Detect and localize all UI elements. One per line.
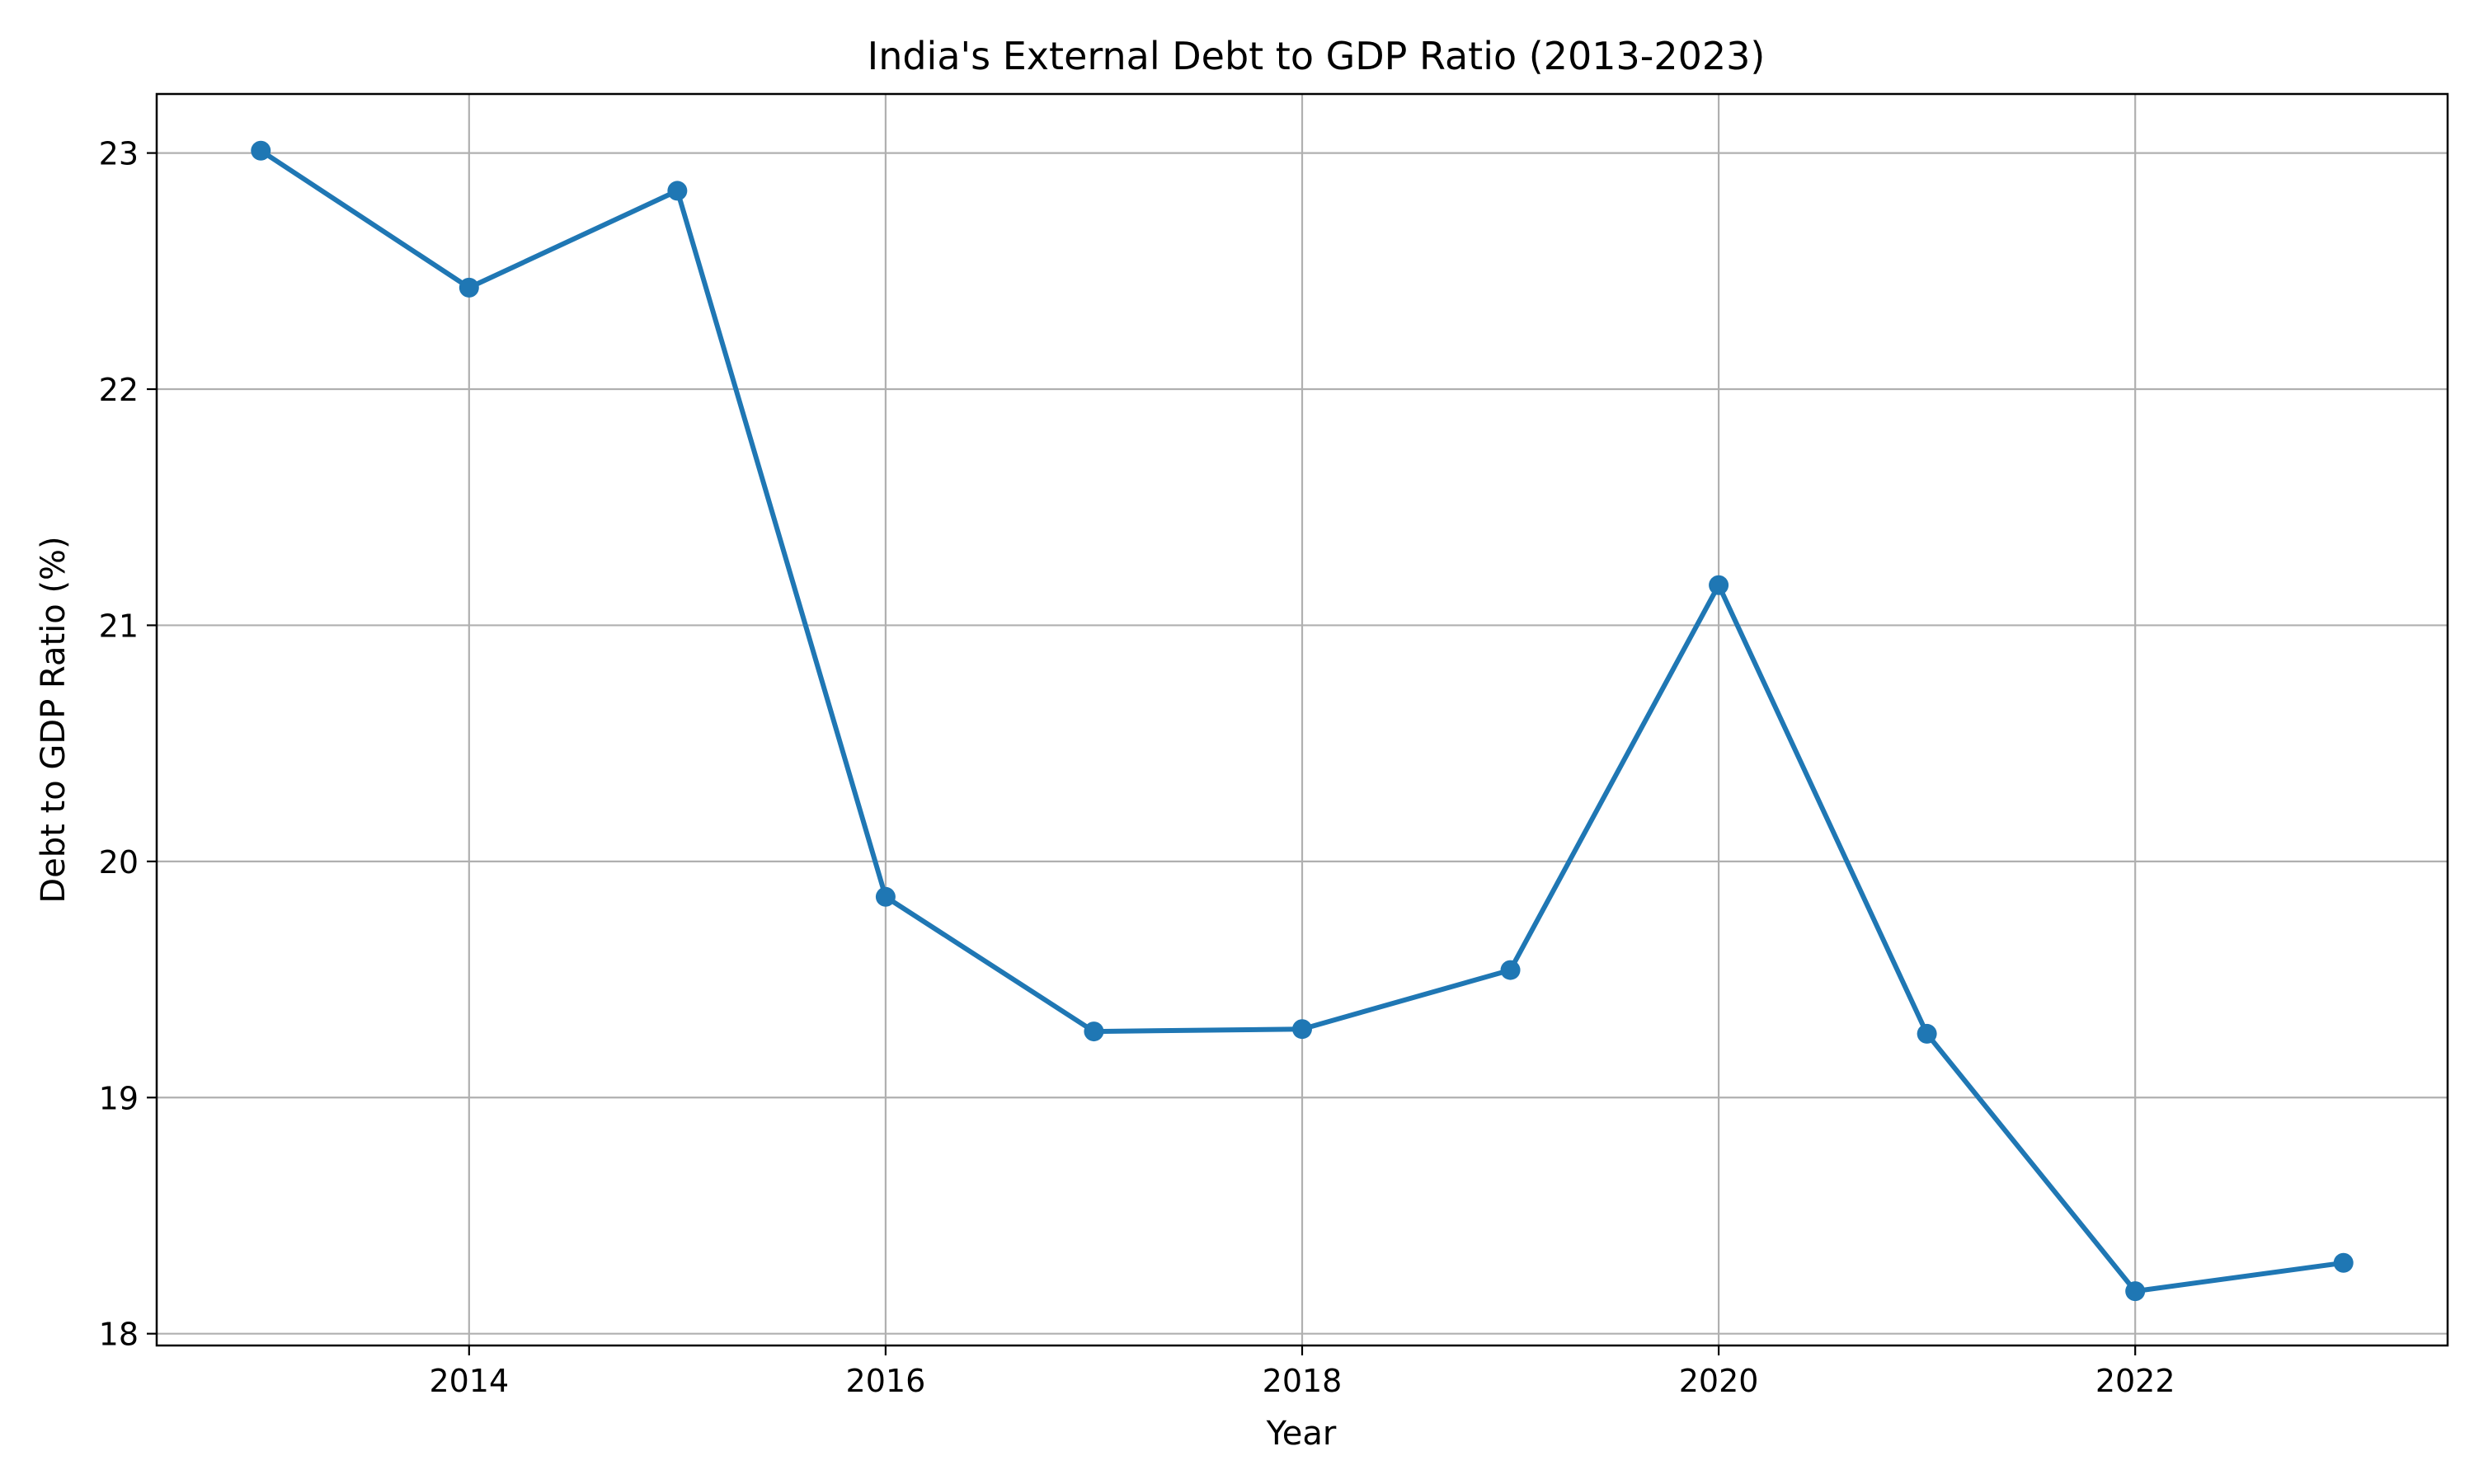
- x-ticks: 2014 2016 2018 2020 2022: [429, 1345, 2175, 1399]
- y-tick-label: 20: [99, 844, 139, 881]
- y-tick-label: 19: [99, 1080, 139, 1116]
- y-tick-label: 23: [99, 136, 139, 172]
- y-ticks: 18 19 20 21 22 23: [99, 136, 157, 1353]
- data-point: [251, 140, 271, 161]
- data-point: [667, 181, 688, 201]
- y-axis-label: Debt to GDP Ratio (%): [35, 536, 73, 903]
- data-point: [459, 277, 479, 298]
- y-tick-label: 18: [99, 1317, 139, 1353]
- data-point: [1292, 1019, 1312, 1040]
- data-point: [875, 886, 896, 907]
- data-point: [2333, 1252, 2354, 1273]
- x-tick-label: 2016: [846, 1363, 926, 1399]
- data-point: [1917, 1023, 1937, 1044]
- x-tick-label: 2018: [1263, 1363, 1343, 1399]
- chart-title: India's External Debt to GDP Ratio (2013…: [868, 34, 1766, 78]
- data-point: [1500, 960, 1521, 980]
- data-point: [1084, 1021, 1104, 1042]
- data-point: [1709, 575, 1729, 595]
- data-point: [2125, 1281, 2146, 1302]
- grid-lines: [157, 94, 2448, 1345]
- y-tick-label: 21: [99, 608, 139, 644]
- series-layer: [251, 140, 2354, 1302]
- x-tick-label: 2014: [429, 1363, 509, 1399]
- x-tick-label: 2022: [2095, 1363, 2175, 1399]
- x-tick-label: 2020: [1679, 1363, 1759, 1399]
- y-tick-label: 22: [99, 372, 139, 408]
- x-axis-label: Year: [1266, 1415, 1337, 1453]
